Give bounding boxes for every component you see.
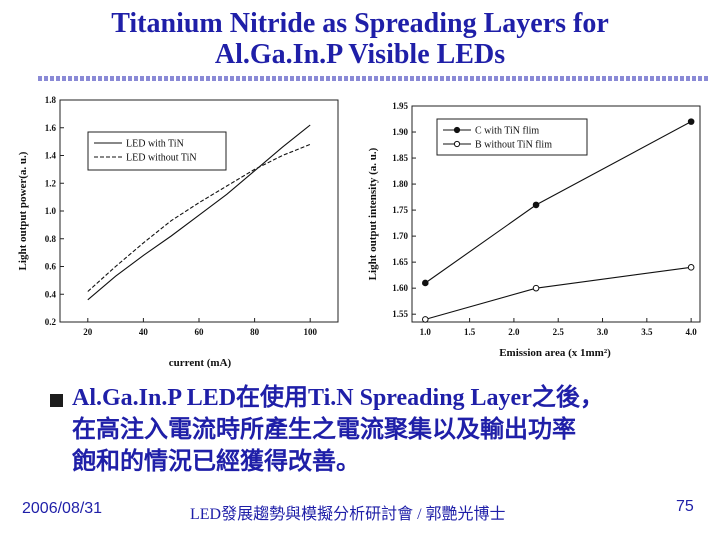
bullet-line-2: 在高注入電流時所產生之電流聚集以及輸出功率 <box>72 417 576 443</box>
right-chart-legend-box <box>436 118 588 156</box>
right-chart-y-tick-label: 1.70 <box>392 231 408 241</box>
right-chart-x-tick-label: 4.0 <box>686 327 698 337</box>
left-chart-legend-label: LED without TiN <box>126 153 197 164</box>
left-chart-y-tick-label: 1.6 <box>45 123 57 133</box>
left-chart-y-tick-label: 0.6 <box>45 262 57 272</box>
right-chart-x-axis-label: Emission area (x 1mm²) <box>499 347 611 359</box>
footer-center: LED發展趨勢與模擬分析研討會 / 郭艷光博士 <box>190 506 506 523</box>
left-chart-x-tick-label: 20 <box>83 327 93 337</box>
bullet-line-3: 飽和的情況已經獲得改善。 <box>72 449 360 475</box>
left-chart-x-tick-label: 60 <box>195 327 205 337</box>
right-chart-x-tick-label: 1.5 <box>464 327 476 337</box>
left-chart-legend-label: LED with TiN <box>126 139 184 150</box>
right-chart-point-s2 <box>421 316 429 323</box>
right-chart-plot-frame <box>411 105 701 323</box>
right-chart-x-tick-label: 3.0 <box>597 327 609 337</box>
title-divider <box>38 76 708 81</box>
left-chart-y-tick-label: 1.4 <box>45 151 57 161</box>
right-chart-y-tick-label: 1.75 <box>392 205 408 215</box>
right-chart-x-tick-label: 2.5 <box>553 327 565 337</box>
right-chart-y-tick-label: 1.95 <box>392 101 408 111</box>
right-chart-legend-marker <box>453 126 461 134</box>
title-line-2: Al.Ga.In.P Visible LEDs <box>214 39 506 70</box>
right-chart-point-s1 <box>687 118 695 125</box>
figure-charts: 20 40 60 80 100 0.2 0.4 0.6 0.8 1.0 1.2 1.4 1.6 1.8 cu… <box>17 95 701 369</box>
right-chart-y-tick-label: 1.85 <box>392 153 408 163</box>
page-number: 75 <box>676 498 694 515</box>
left-chart: 20 40 60 80 100 0.2 0.4 0.6 0.8 1.0 1.2 1.4 1.6 1.8 cu… <box>17 95 339 369</box>
left-chart-series-line-2 <box>87 143 311 292</box>
bullet-line-1: Al.Ga.In.P LED在使用Ti.N Spreading Layer之後， <box>72 385 604 411</box>
left-chart-y-tick-label: 1.2 <box>45 178 57 188</box>
left-chart-y-tick-label: 1.0 <box>45 206 57 216</box>
right-chart-legend-label: C with TiN flim <box>475 126 539 137</box>
right-chart-y-tick-label: 1.90 <box>392 127 408 137</box>
bullet-text: Al.Ga.In.P LED在使用Ti.N Spreading Layer之後，… <box>72 382 692 478</box>
footer-date: 2006/08/31 <box>22 500 103 517</box>
right-chart-point-s2 <box>687 264 695 271</box>
left-chart-y-tick-label: 0.8 <box>45 234 57 244</box>
left-chart-legend-box <box>87 131 227 171</box>
right-chart-legend-label: B without TiN flim <box>475 140 552 151</box>
left-chart-series-line-1 <box>87 124 311 301</box>
right-chart-point-s1 <box>421 279 429 287</box>
right-chart-point-s1 <box>532 201 540 209</box>
left-chart-y-tick-label: 1.8 <box>45 95 57 105</box>
right-chart-y-tick-label: 1.65 <box>392 257 408 267</box>
left-chart-y-tick-label: 0.2 <box>45 317 57 327</box>
right-chart-y-axis-label: Light output intensity (a. u.) <box>367 147 379 280</box>
right-chart-point-s2 <box>532 284 540 292</box>
right-chart-legend-marker <box>453 140 461 148</box>
left-chart-x-axis-label: current (mA) <box>169 357 232 369</box>
title-line-1: Titanium Nitride as Spreading Layers for <box>111 8 609 39</box>
slide-title: Titanium Nitride as Spreading Layers for… <box>0 8 720 70</box>
left-chart-x-tick-label: 100 <box>303 327 317 337</box>
left-chart-x-tick-label: 80 <box>250 327 260 337</box>
right-chart-x-tick-label: 1.0 <box>420 327 432 337</box>
right-chart-x-tick-label: 3.5 <box>641 327 653 337</box>
right-chart: 1.0 1.5 2.0 2.5 3.0 3.5 4.0 1.55 1.60 1.65 1.70 1.7… <box>367 101 701 359</box>
left-chart-x-tick-label: 40 <box>139 327 149 337</box>
left-chart-y-axis-label: Light output power(a. u.) <box>17 151 29 270</box>
left-chart-y-tick-label: 0.4 <box>45 289 57 299</box>
right-chart-y-tick-label: 1.55 <box>392 309 408 319</box>
right-chart-y-tick-label: 1.60 <box>392 283 408 293</box>
bullet-square-icon <box>50 394 63 407</box>
right-chart-x-tick-label: 2.0 <box>508 327 520 337</box>
right-chart-y-tick-label: 1.80 <box>392 179 408 189</box>
